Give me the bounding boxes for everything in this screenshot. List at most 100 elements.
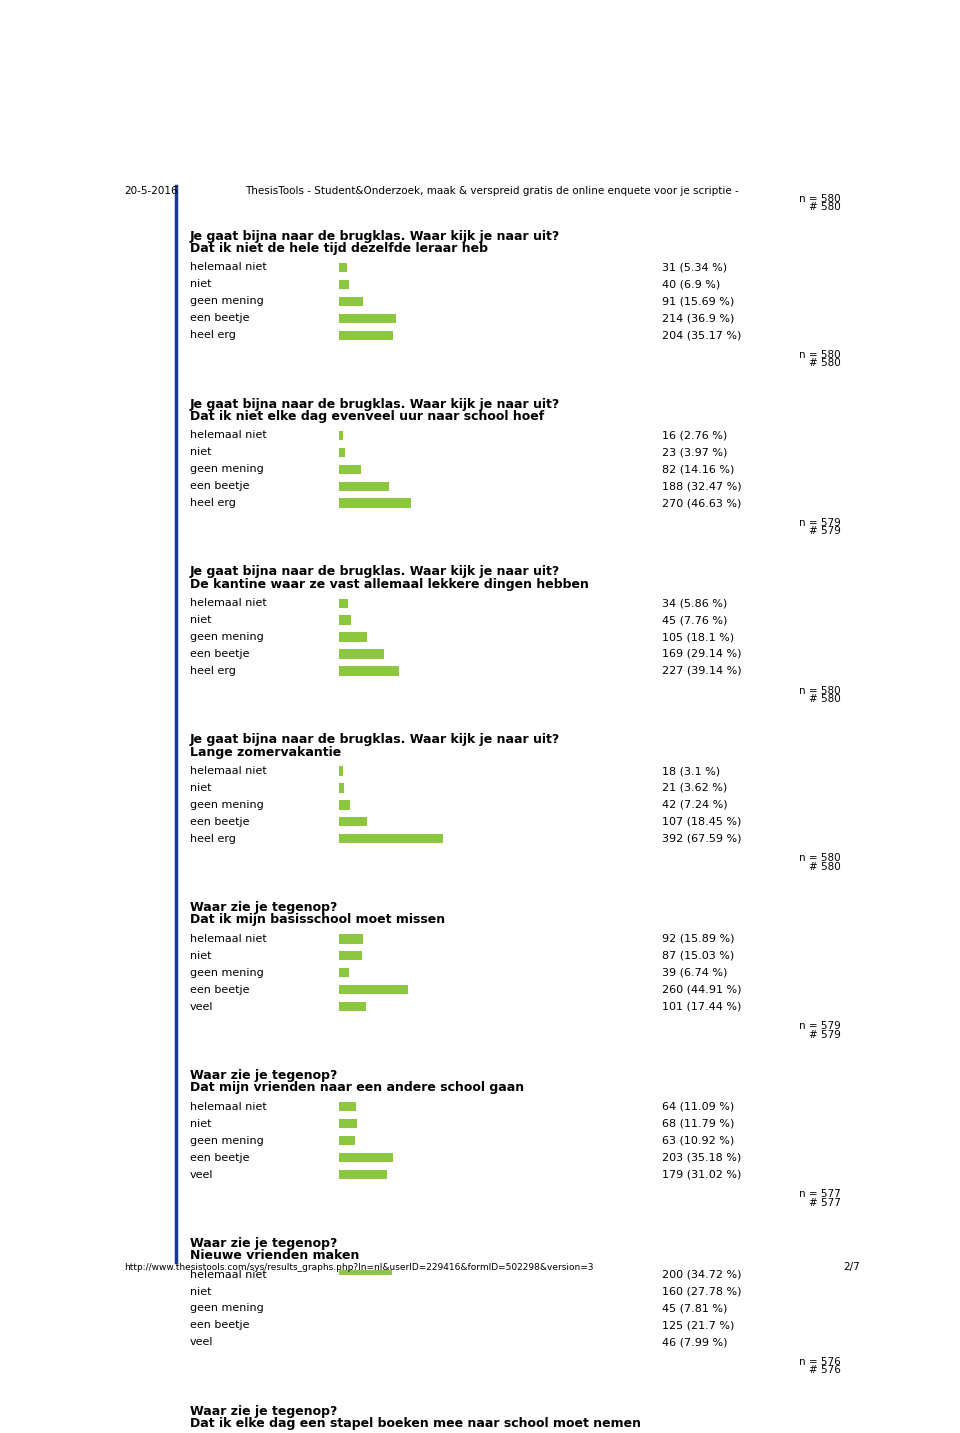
Text: helemaal niet: helemaal niet xyxy=(190,1270,267,1280)
Text: een beetje: een beetje xyxy=(190,1152,250,1162)
Text: Je gaat bijna naar de brugklas. Waar kijk je naar uit?: Je gaat bijna naar de brugklas. Waar kij… xyxy=(190,734,560,747)
Text: 64 (11.09 %): 64 (11.09 %) xyxy=(662,1102,734,1112)
Text: 23 (3.97 %): 23 (3.97 %) xyxy=(662,447,728,457)
Text: geen mening: geen mening xyxy=(190,464,263,474)
Text: 46 (7.99 %): 46 (7.99 %) xyxy=(662,1337,728,1347)
Text: Waar zie je tegenop?: Waar zie je tegenop? xyxy=(190,1069,337,1082)
Text: geen mening: geen mening xyxy=(190,1135,263,1145)
Text: 160 (27.78 %): 160 (27.78 %) xyxy=(662,1287,742,1297)
Text: 40 (6.9 %): 40 (6.9 %) xyxy=(662,279,721,289)
Text: helemaal niet: helemaal niet xyxy=(190,934,267,944)
Text: geen mening: geen mening xyxy=(190,632,263,642)
Text: # 580: # 580 xyxy=(809,202,841,212)
Bar xyxy=(339,649,384,659)
Text: 20-5-2016: 20-5-2016 xyxy=(124,186,178,196)
Text: een beetje: een beetje xyxy=(190,984,250,995)
Bar xyxy=(339,767,344,775)
Text: Dat ik mijn basisschool moet missen: Dat ik mijn basisschool moet missen xyxy=(190,913,444,927)
Text: 21 (3.62 %): 21 (3.62 %) xyxy=(662,782,728,792)
Text: 227 (39.14 %): 227 (39.14 %) xyxy=(662,666,742,676)
Bar xyxy=(339,331,393,340)
Text: # 580: # 580 xyxy=(809,861,841,871)
Text: 42 (7.24 %): 42 (7.24 %) xyxy=(662,800,728,810)
Text: niet: niet xyxy=(190,1119,211,1129)
Text: # 579: # 579 xyxy=(809,1030,841,1040)
Bar xyxy=(339,969,349,977)
Bar xyxy=(339,934,363,943)
Text: niet: niet xyxy=(190,782,211,792)
Text: # 580: # 580 xyxy=(809,358,841,368)
Text: Je gaat bijna naar de brugklas. Waar kijk je naar uit?: Je gaat bijna naar de brugklas. Waar kij… xyxy=(190,566,560,579)
Bar xyxy=(339,1102,356,1112)
Text: # 579: # 579 xyxy=(809,526,841,536)
Text: niet: niet xyxy=(190,447,211,457)
Text: helemaal niet: helemaal niet xyxy=(190,1102,267,1112)
Text: n = 579: n = 579 xyxy=(799,517,841,527)
Bar xyxy=(339,279,349,289)
Text: 392 (67.59 %): 392 (67.59 %) xyxy=(662,834,742,844)
Text: n = 579: n = 579 xyxy=(799,1022,841,1032)
Bar xyxy=(339,834,444,844)
Bar xyxy=(339,1002,366,1012)
Text: een beetje: een beetje xyxy=(190,1320,250,1330)
Text: veel: veel xyxy=(190,1169,213,1179)
Text: 125 (21.7 %): 125 (21.7 %) xyxy=(662,1320,734,1330)
Text: een beetje: een beetje xyxy=(190,649,250,659)
Bar xyxy=(339,1136,355,1145)
Text: niet: niet xyxy=(190,615,211,625)
Text: helemaal niet: helemaal niet xyxy=(190,598,267,608)
Text: 68 (11.79 %): 68 (11.79 %) xyxy=(662,1119,734,1129)
Bar xyxy=(339,314,396,322)
Text: 92 (15.89 %): 92 (15.89 %) xyxy=(662,934,735,944)
Bar xyxy=(339,599,348,608)
Text: heel erg: heel erg xyxy=(190,834,235,844)
Bar xyxy=(339,1304,350,1313)
Text: n = 580: n = 580 xyxy=(799,193,841,203)
Text: een beetje: een beetje xyxy=(190,314,250,324)
Text: veel: veel xyxy=(190,1002,213,1012)
Text: heel erg: heel erg xyxy=(190,330,235,340)
Text: n = 577: n = 577 xyxy=(799,1189,841,1199)
Text: 214 (36.9 %): 214 (36.9 %) xyxy=(662,314,734,324)
Bar xyxy=(339,1287,382,1297)
Bar xyxy=(339,632,367,642)
Text: 63 (10.92 %): 63 (10.92 %) xyxy=(662,1135,734,1145)
Text: 45 (7.76 %): 45 (7.76 %) xyxy=(662,615,728,625)
Text: Je gaat bijna naar de brugklas. Waar kijk je naar uit?: Je gaat bijna naar de brugklas. Waar kij… xyxy=(190,229,560,242)
Text: Dat ik niet de hele tijd dezelfde leraar heb: Dat ik niet de hele tijd dezelfde leraar… xyxy=(190,242,488,255)
Text: Nieuwe vrienden maken: Nieuwe vrienden maken xyxy=(190,1250,359,1262)
Text: 101 (17.44 %): 101 (17.44 %) xyxy=(662,1002,742,1012)
Text: 2/7: 2/7 xyxy=(844,1261,860,1271)
Text: helemaal niet: helemaal niet xyxy=(190,767,267,777)
Text: Waar zie je tegenop?: Waar zie je tegenop? xyxy=(190,901,337,914)
Text: een beetje: een beetje xyxy=(190,817,250,827)
Bar xyxy=(339,1321,372,1330)
Text: 45 (7.81 %): 45 (7.81 %) xyxy=(662,1304,728,1314)
Text: 34 (5.86 %): 34 (5.86 %) xyxy=(662,598,728,608)
Bar xyxy=(339,800,349,810)
Bar xyxy=(339,431,343,440)
Text: De kantine waar ze vast allemaal lekkere dingen hebben: De kantine waar ze vast allemaal lekkere… xyxy=(190,577,588,590)
Text: 91 (15.69 %): 91 (15.69 %) xyxy=(662,297,734,307)
Bar xyxy=(339,1154,393,1162)
Text: geen mening: geen mening xyxy=(190,1304,263,1314)
Text: Waar zie je tegenop?: Waar zie je tegenop? xyxy=(190,1404,337,1417)
Text: # 577: # 577 xyxy=(809,1198,841,1208)
Bar xyxy=(339,464,361,474)
Text: n = 580: n = 580 xyxy=(799,854,841,864)
Text: 260 (44.91 %): 260 (44.91 %) xyxy=(662,984,742,995)
Bar xyxy=(339,481,389,490)
Text: 18 (3.1 %): 18 (3.1 %) xyxy=(662,767,721,777)
Bar xyxy=(339,1338,351,1347)
Text: 82 (14.16 %): 82 (14.16 %) xyxy=(662,464,734,474)
Text: ThesisTools - Student&Onderzoek, maak & verspreid gratis de online enquete voor : ThesisTools - Student&Onderzoek, maak & … xyxy=(245,186,739,196)
Text: niet: niet xyxy=(190,952,211,960)
Text: niet: niet xyxy=(190,279,211,289)
Text: helemaal niet: helemaal niet xyxy=(190,262,267,272)
Text: # 580: # 580 xyxy=(809,694,841,704)
Text: 204 (35.17 %): 204 (35.17 %) xyxy=(662,330,742,340)
Bar xyxy=(339,666,399,675)
Text: 188 (32.47 %): 188 (32.47 %) xyxy=(662,481,742,492)
Text: http://www.thesistools.com/sys/results_graphs.php?ln=nl&userID=229416&formID=502: http://www.thesistools.com/sys/results_g… xyxy=(124,1262,593,1271)
Bar xyxy=(339,784,345,792)
